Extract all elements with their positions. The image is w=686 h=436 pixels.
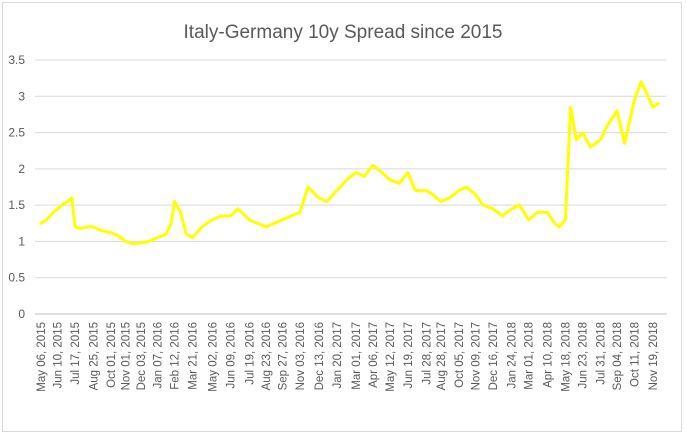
x-tick-label: Mar 21, 2016 xyxy=(187,322,199,390)
x-tick-label: Jul 31, 2018 xyxy=(595,322,607,385)
x-tick-label: Jan 20, 2017 xyxy=(332,322,344,389)
x-tick-label: Aug 25, 2015 xyxy=(89,322,101,390)
x-tick-label: May 18, 2018 xyxy=(560,322,572,392)
x-tick-label: Jul 28, 2017 xyxy=(421,322,433,385)
x-tick-label: Sep 27, 2016 xyxy=(277,322,289,390)
x-tick-label: Aug 23, 2016 xyxy=(261,322,273,390)
x-tick-label: May 02, 2016 xyxy=(207,322,219,392)
y-tick-label: 0 xyxy=(18,307,25,321)
x-tick-label: Jul 17, 2015 xyxy=(70,322,82,385)
chart-title: Italy-Germany 10y Spread since 2015 xyxy=(184,22,503,43)
x-tick-label: Jun 19, 2017 xyxy=(403,322,415,389)
x-tick-label: May 06, 2015 xyxy=(36,322,48,392)
x-tick-label: Jan 07, 2016 xyxy=(152,322,164,389)
x-tick-label: Oct 01, 2015 xyxy=(106,322,118,388)
y-tick-label: 2.5 xyxy=(8,126,25,140)
x-tick-label: Jun 23, 2018 xyxy=(577,322,589,389)
chart-svg: Italy-Germany 10y Spread since 2015 0 0.5… xyxy=(8,22,667,392)
series-line-0 xyxy=(39,80,660,246)
y-tick-label: 1 xyxy=(18,234,25,248)
x-tick-label: Mar 01, 2017 xyxy=(351,322,363,390)
x-tick-label: Oct 11, 2018 xyxy=(630,322,642,387)
y-tick-label: 3 xyxy=(18,89,25,103)
x-tick-label: Jan 24, 2018 xyxy=(506,322,518,389)
x-tick-label: Feb 12, 2016 xyxy=(169,322,181,390)
y-tick-label: 2 xyxy=(18,162,25,176)
y-tick-label: 3.5 xyxy=(8,53,25,67)
series-layer xyxy=(39,80,660,246)
x-tick-label: Nov 01, 2015 xyxy=(121,322,133,390)
chart-frame: Italy-Germany 10y Spread since 2015 0 0.5… xyxy=(2,2,682,432)
y-tick-label: 0.5 xyxy=(8,271,25,285)
gridlines xyxy=(35,59,667,315)
x-tick-label: Mar 01, 2018 xyxy=(524,322,536,390)
x-tick-label: Apr 10, 2018 xyxy=(542,322,554,388)
x-tick-label: Nov 03, 2016 xyxy=(295,322,307,390)
x-tick-label: Nov 19, 2018 xyxy=(648,322,660,390)
x-tick-label: Apr 06, 2017 xyxy=(368,322,380,388)
x-tick-label: Dec 16, 2017 xyxy=(488,322,500,390)
x-tick-label: Dec 13, 2016 xyxy=(314,322,326,390)
x-tick-label: Oct 05, 2017 xyxy=(454,322,466,388)
x-tick-label: May 12, 2017 xyxy=(385,322,397,392)
x-tick-label: Jul 19, 2016 xyxy=(244,322,256,385)
y-tick-label: 1.5 xyxy=(8,198,25,212)
x-tick-label: Dec 03, 2015 xyxy=(136,322,148,390)
x-tick-label: Nov 09, 2017 xyxy=(471,322,483,390)
x-tick-label: Jun 10, 2015 xyxy=(53,322,65,389)
x-tick-label: Sep 04, 2018 xyxy=(612,322,624,390)
y-axis-ticks: 0 0.5 1 1.5 2 2.5 3 3.5 xyxy=(8,53,25,321)
x-tick-label: Aug 28, 2017 xyxy=(436,322,448,390)
x-tick-label: Jun 09, 2016 xyxy=(225,322,237,389)
x-axis-ticks: May 06, 2015 Jun 10, 2015 Jul 17, 2015 Aug … xyxy=(36,322,660,392)
